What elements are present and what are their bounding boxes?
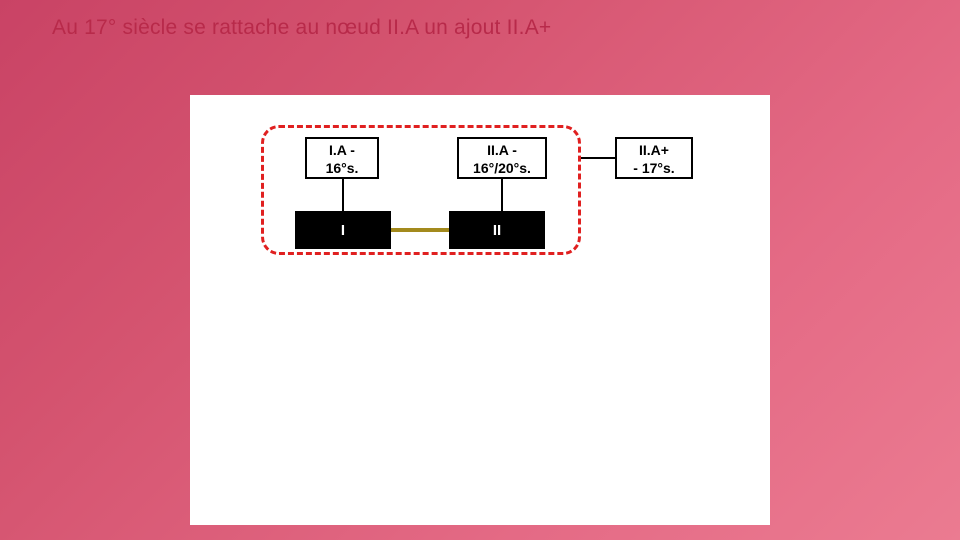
connector-v-II	[501, 179, 503, 211]
node-IIA-line2: 16°/20°s.	[473, 160, 531, 176]
node-IA-line2: 16°s.	[326, 160, 359, 176]
blackbox-I-label: I	[341, 222, 345, 239]
node-IIAplus-line1: II.A+	[639, 142, 669, 158]
connector-h-group	[391, 228, 449, 232]
page-title: Au 17° siècle se rattache au nœud II.A u…	[52, 16, 551, 40]
blackbox-I: I	[295, 211, 391, 249]
node-IIA-line1: II.A -	[487, 142, 517, 158]
diagram-panel: I.A - 16°s. II.A - 16°/20°s. II.A+ - 17°…	[190, 95, 770, 525]
node-IA-line1: I.A -	[329, 142, 355, 158]
blackbox-II: II	[449, 211, 545, 249]
node-IA: I.A - 16°s.	[305, 137, 379, 179]
node-IIAplus: II.A+ - 17°s.	[615, 137, 693, 179]
connector-h-ext	[581, 157, 615, 159]
node-IIA: II.A - 16°/20°s.	[457, 137, 547, 179]
node-IIAplus-line2: - 17°s.	[633, 160, 674, 176]
connector-v-I	[342, 179, 344, 211]
diagram-canvas: I.A - 16°s. II.A - 16°/20°s. II.A+ - 17°…	[245, 115, 715, 265]
blackbox-II-label: II	[493, 222, 501, 239]
